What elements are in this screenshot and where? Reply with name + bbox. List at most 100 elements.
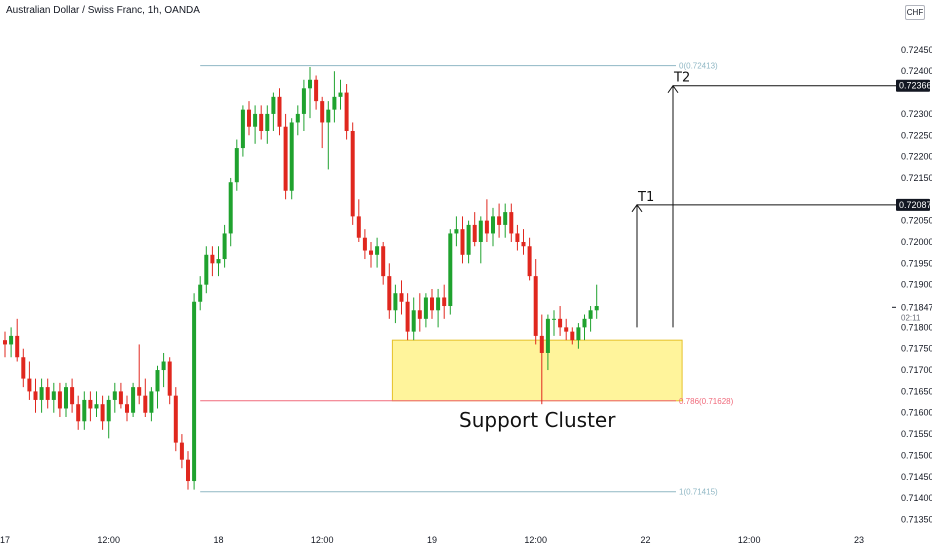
candle[interactable] (497, 203, 502, 238)
candle[interactable] (253, 105, 258, 144)
candle[interactable] (295, 105, 300, 136)
candle[interactable] (594, 284, 599, 319)
candle[interactable] (125, 395, 129, 422)
candle[interactable] (301, 79, 306, 131)
candle[interactable] (503, 203, 508, 238)
candle[interactable] (545, 314, 550, 371)
candle[interactable] (552, 310, 556, 336)
candle[interactable] (509, 203, 514, 242)
candle[interactable] (289, 118, 294, 200)
candle[interactable] (106, 395, 111, 439)
candle[interactable] (521, 229, 526, 255)
candle[interactable] (539, 314, 544, 405)
candle[interactable] (558, 306, 563, 336)
candle[interactable] (338, 79, 343, 110)
candle[interactable] (332, 71, 337, 123)
candle[interactable] (173, 387, 178, 452)
candle[interactable] (210, 246, 215, 277)
candle[interactable] (21, 348, 26, 388)
candle[interactable] (88, 391, 93, 422)
candle[interactable] (94, 391, 99, 418)
candle[interactable] (131, 382, 136, 418)
candle[interactable] (442, 284, 447, 319)
candle[interactable] (9, 327, 14, 358)
candle[interactable] (192, 293, 197, 490)
candle[interactable] (381, 241, 386, 285)
candle[interactable] (588, 306, 593, 332)
candle[interactable] (405, 293, 410, 341)
candle[interactable] (527, 237, 532, 281)
candle[interactable] (51, 382, 56, 413)
candle[interactable] (27, 361, 32, 400)
candle[interactable] (326, 101, 331, 170)
candle[interactable] (167, 357, 172, 405)
candle[interactable] (375, 237, 380, 268)
candle[interactable] (137, 344, 142, 405)
candle[interactable] (399, 280, 404, 315)
candle[interactable] (33, 378, 38, 413)
candle[interactable] (3, 331, 7, 358)
candle[interactable] (472, 212, 477, 247)
support-zone[interactable] (391, 339, 683, 402)
candle[interactable] (576, 323, 581, 349)
candle[interactable] (484, 199, 489, 242)
candle[interactable] (478, 216, 483, 264)
candle[interactable] (350, 122, 355, 225)
candle[interactable] (314, 75, 319, 110)
candle[interactable] (155, 365, 160, 409)
candle[interactable] (82, 391, 87, 430)
candle[interactable] (423, 293, 428, 328)
candle[interactable] (387, 263, 392, 319)
candle[interactable] (277, 88, 282, 136)
candle[interactable] (369, 241, 373, 268)
currency-button[interactable]: CHF (905, 5, 925, 20)
candle[interactable] (320, 96, 325, 149)
candle[interactable] (57, 382, 62, 418)
candle[interactable] (247, 101, 251, 136)
candle[interactable] (454, 216, 459, 247)
candle[interactable] (393, 284, 398, 324)
candle[interactable] (460, 216, 465, 264)
candle[interactable] (265, 105, 270, 144)
candle[interactable] (118, 382, 123, 409)
candle[interactable] (45, 378, 50, 409)
candle[interactable] (448, 229, 453, 315)
candle[interactable] (216, 246, 221, 277)
candle[interactable] (222, 224, 227, 268)
candle[interactable] (234, 139, 239, 191)
candle[interactable] (308, 66, 312, 119)
candle[interactable] (186, 451, 190, 490)
candle[interactable] (259, 105, 264, 140)
candle[interactable] (198, 276, 203, 311)
candle[interactable] (204, 246, 209, 294)
candle[interactable] (112, 382, 117, 413)
candle[interactable] (143, 378, 148, 418)
candle[interactable] (430, 288, 434, 319)
candle[interactable] (100, 395, 105, 430)
candle[interactable] (344, 84, 349, 140)
candle[interactable] (283, 113, 288, 200)
candle[interactable] (515, 224, 520, 251)
candle[interactable] (411, 297, 416, 341)
candle[interactable] (570, 327, 575, 345)
candle[interactable] (149, 387, 154, 422)
candle[interactable] (240, 105, 245, 157)
candle[interactable] (582, 314, 587, 341)
candle[interactable] (15, 318, 20, 362)
candle[interactable] (39, 378, 44, 413)
candle[interactable] (179, 434, 184, 469)
candle[interactable] (466, 220, 471, 264)
candle[interactable] (228, 177, 233, 247)
candle[interactable] (417, 293, 422, 332)
candle[interactable] (271, 92, 276, 131)
candle[interactable] (356, 199, 361, 242)
candle[interactable] (70, 378, 75, 413)
candle[interactable] (533, 259, 538, 345)
candle[interactable] (161, 352, 166, 388)
candle[interactable] (564, 318, 569, 341)
candle[interactable] (491, 207, 495, 247)
candle[interactable] (362, 229, 367, 260)
candle[interactable] (76, 395, 81, 430)
candle[interactable] (436, 288, 441, 328)
